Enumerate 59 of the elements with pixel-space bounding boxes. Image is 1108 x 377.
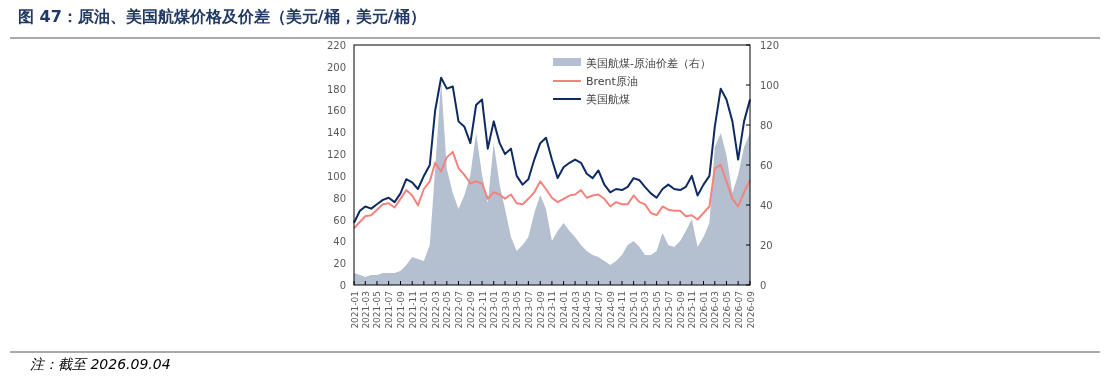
y2-tick-label: 40 <box>760 200 773 211</box>
x-tick-label: 2025-01 <box>629 291 640 329</box>
y-tick-label: 220 <box>326 40 346 51</box>
x-tick-label: 2022-09 <box>465 290 476 329</box>
x-tick-label: 2022-07 <box>454 291 464 329</box>
y-tick-label: 160 <box>326 105 346 117</box>
y2-tick-label: 20 <box>760 240 773 251</box>
y-tick-label: 40 <box>333 236 346 248</box>
x-tick-label: 2026-05 <box>721 291 732 329</box>
x-tick-label: 2024-03 <box>570 291 581 329</box>
x-tick-label: 2021-03 <box>360 291 371 329</box>
x-tick-label: 2021-05 <box>372 291 383 329</box>
y-tick-label: 200 <box>326 61 346 73</box>
x-tick-label: 2025-09 <box>675 290 686 329</box>
x-tick-label: 2022-03 <box>430 291 441 329</box>
x-tick-label: 2026-07 <box>733 291 744 329</box>
x-tick-label: 2024-01 <box>559 291 570 329</box>
x-tick-label: 2024-07 <box>593 291 604 329</box>
x-tick-label: 2026-03 <box>710 291 721 329</box>
x-tick-label: 2024-09 <box>605 290 616 329</box>
y2-tick-label: 60 <box>760 160 773 171</box>
y2-tick-label: 100 <box>760 80 780 91</box>
x-tick-label: 2026-01 <box>698 291 709 329</box>
legend-label: 美国航煤-原油价差（右） <box>586 57 711 70</box>
x-tick-label: 2023-01 <box>489 291 500 329</box>
y-tick-label: 180 <box>326 83 346 95</box>
x-tick-label: 2026-09 <box>745 290 756 329</box>
y2-tick-label: 80 <box>760 120 773 131</box>
y2-tick-label: 0 <box>760 280 767 291</box>
x-tick-label: 2021-01 <box>349 291 360 329</box>
y-tick-label: 0 <box>339 280 346 291</box>
y-tick-label: 100 <box>326 170 346 182</box>
y-tick-label: 60 <box>333 214 346 226</box>
x-tick-label: 2023-07 <box>523 291 534 329</box>
text: 图 47：原油、美国航煤价格及价差（美元/桶，美元/桶） <box>18 7 426 26</box>
y-tick-label: 120 <box>326 149 346 161</box>
x-tick-label: 2021-07 <box>384 291 395 329</box>
x-tick-label: 2025-03 <box>640 291 651 329</box>
y2-tick-label: 120 <box>760 40 780 51</box>
x-tick-label: 2023-09 <box>535 290 546 329</box>
x-tick-label: 2023-03 <box>500 291 511 329</box>
y-tick-label: 80 <box>333 192 346 204</box>
x-tick-label: 2022-05 <box>442 291 453 329</box>
y-tick-label: 140 <box>326 127 346 139</box>
x-tick-label: 2022-11 <box>477 291 488 329</box>
y-tick-label: 20 <box>333 258 346 270</box>
text: 注：截至 2026.09.04 <box>30 356 171 372</box>
legend-label: Brent原油 <box>586 75 638 88</box>
x-tick-label: 2025-07 <box>663 291 674 329</box>
x-tick-label: 2025-05 <box>652 291 663 329</box>
x-tick-label: 2025-11 <box>687 291 698 329</box>
x-tick-label: 2023-11 <box>547 291 558 329</box>
x-tick-label: 2021-11 <box>407 291 418 329</box>
x-tick-label: 2022-01 <box>419 291 430 329</box>
x-tick-label: 2021-09 <box>396 290 407 329</box>
x-tick-label: 2024-05 <box>582 291 593 329</box>
legend-label: 美国航煤 <box>586 93 630 106</box>
x-tick-label: 2024-11 <box>617 291 628 329</box>
x-tick-label: 2023-05 <box>512 291 523 329</box>
